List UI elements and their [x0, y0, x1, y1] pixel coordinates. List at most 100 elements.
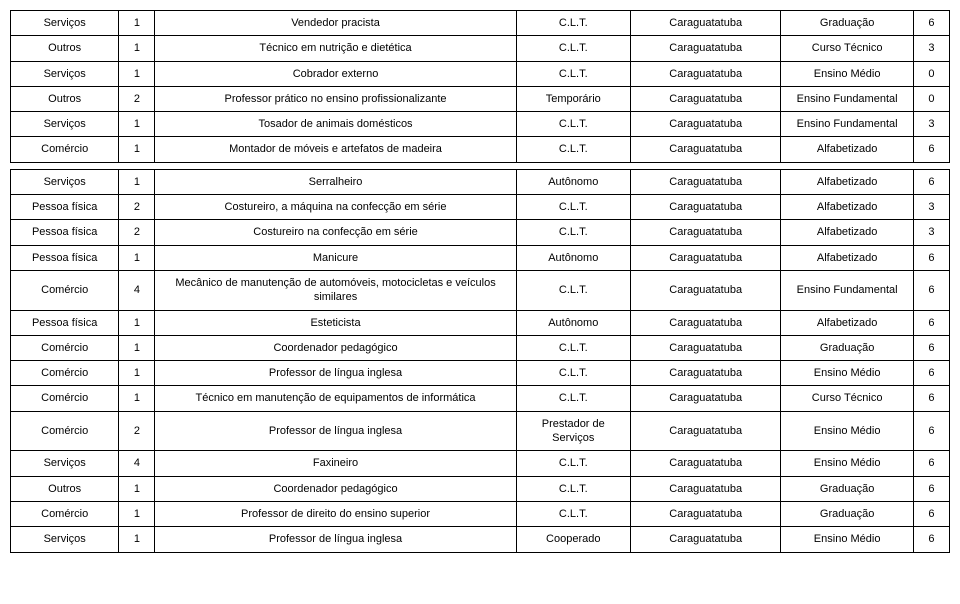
- table-cell: Pessoa física: [11, 195, 119, 220]
- table-row: Serviços1Tosador de animais domésticosC.…: [11, 112, 950, 137]
- table-cell: 3: [913, 36, 949, 61]
- table-cell: 1: [119, 169, 155, 194]
- table-cell: 1: [119, 335, 155, 360]
- table-cell: Ensino Médio: [781, 361, 913, 386]
- table-cell: Pessoa física: [11, 220, 119, 245]
- table-cell: 1: [119, 361, 155, 386]
- table-cell: Caraguatatuba: [630, 411, 780, 451]
- table-cell: 2: [119, 195, 155, 220]
- table-cell: 6: [913, 245, 949, 270]
- table-cell: Comércio: [11, 137, 119, 162]
- table-row: Outros2Professor prático no ensino profi…: [11, 86, 950, 111]
- table-cell: Coordenador pedagógico: [155, 476, 516, 501]
- table-cell: Professor prático no ensino profissional…: [155, 86, 516, 111]
- table-cell: Caraguatatuba: [630, 501, 780, 526]
- table-cell: Comércio: [11, 501, 119, 526]
- table-cell: Esteticista: [155, 310, 516, 335]
- table-cell: C.L.T.: [516, 36, 630, 61]
- table-cell: 1: [119, 527, 155, 552]
- table-cell: Alfabetizado: [781, 137, 913, 162]
- table-cell: C.L.T.: [516, 137, 630, 162]
- table-cell: 6: [913, 411, 949, 451]
- table-cell: Caraguatatuba: [630, 386, 780, 411]
- table-cell: Professor de língua inglesa: [155, 527, 516, 552]
- table-row: Pessoa física1ManicureAutônomoCaraguatat…: [11, 245, 950, 270]
- table-cell: 1: [119, 112, 155, 137]
- table-cell: Ensino Fundamental: [781, 270, 913, 310]
- table-cell: 2: [119, 411, 155, 451]
- table-cell: 1: [119, 310, 155, 335]
- table-cell: C.L.T.: [516, 220, 630, 245]
- table-cell: Manicure: [155, 245, 516, 270]
- table-cell: Alfabetizado: [781, 220, 913, 245]
- table-cell: Caraguatatuba: [630, 245, 780, 270]
- table-cell: Graduação: [781, 476, 913, 501]
- table-cell: 4: [119, 451, 155, 476]
- table-cell: Comércio: [11, 386, 119, 411]
- table-cell: Cobrador externo: [155, 61, 516, 86]
- table-cell: C.L.T.: [516, 501, 630, 526]
- table-cell: Curso Técnico: [781, 386, 913, 411]
- table-cell: 2: [119, 220, 155, 245]
- table-cell: Costureiro, a máquina na confecção em sé…: [155, 195, 516, 220]
- table-cell: Pessoa física: [11, 245, 119, 270]
- table-cell: Serralheiro: [155, 169, 516, 194]
- table-cell: 1: [119, 137, 155, 162]
- table-row: Outros1Coordenador pedagógicoC.L.T.Carag…: [11, 476, 950, 501]
- table-cell: 6: [913, 451, 949, 476]
- table-cell: Ensino Médio: [781, 451, 913, 476]
- table-cell: Caraguatatuba: [630, 61, 780, 86]
- table-cell: 1: [119, 11, 155, 36]
- table-cell: 1: [119, 61, 155, 86]
- table-cell: Caraguatatuba: [630, 137, 780, 162]
- table-cell: 1: [119, 245, 155, 270]
- table-cell: 1: [119, 501, 155, 526]
- table-cell: Graduação: [781, 11, 913, 36]
- table-cell: Caraguatatuba: [630, 11, 780, 36]
- table-cell: Autônomo: [516, 169, 630, 194]
- table-cell: Vendedor pracista: [155, 11, 516, 36]
- table-cell: Caraguatatuba: [630, 112, 780, 137]
- table-cell: 6: [913, 270, 949, 310]
- table-cell: Comércio: [11, 335, 119, 360]
- table-cell: 6: [913, 527, 949, 552]
- table-cell: Caraguatatuba: [630, 169, 780, 194]
- table-cell: 6: [913, 169, 949, 194]
- table-cell: Outros: [11, 86, 119, 111]
- table-cell: Faxineiro: [155, 451, 516, 476]
- table-cell: 6: [913, 310, 949, 335]
- table-cell: Caraguatatuba: [630, 195, 780, 220]
- table-cell: Professor de língua inglesa: [155, 361, 516, 386]
- table-cell: C.L.T.: [516, 335, 630, 360]
- table-cell: Caraguatatuba: [630, 310, 780, 335]
- table-body-top: Serviços1Vendedor pracistaC.L.T.Caraguat…: [11, 11, 950, 163]
- table-cell: Técnico em nutrição e dietética: [155, 36, 516, 61]
- table-cell: 1: [119, 386, 155, 411]
- table-cell: Serviços: [11, 61, 119, 86]
- table-cell: Comércio: [11, 270, 119, 310]
- table-cell: Autônomo: [516, 310, 630, 335]
- table-cell: Comércio: [11, 361, 119, 386]
- table-row: Comércio1Coordenador pedagógicoC.L.T.Car…: [11, 335, 950, 360]
- table-cell: 6: [913, 335, 949, 360]
- table-cell: Comércio: [11, 411, 119, 451]
- table-cell: Caraguatatuba: [630, 451, 780, 476]
- table-cell: Alfabetizado: [781, 245, 913, 270]
- table-cell: Ensino Médio: [781, 411, 913, 451]
- table-cell: C.L.T.: [516, 112, 630, 137]
- table-cell: 6: [913, 386, 949, 411]
- table-cell: Alfabetizado: [781, 169, 913, 194]
- table-cell: Prestador de Serviços: [516, 411, 630, 451]
- table-cell: Alfabetizado: [781, 195, 913, 220]
- jobs-table: Serviços1Vendedor pracistaC.L.T.Caraguat…: [10, 10, 950, 553]
- table-cell: Caraguatatuba: [630, 476, 780, 501]
- table-cell: Caraguatatuba: [630, 36, 780, 61]
- table-body-bottom: Serviços1SerralheiroAutônomoCaraguatatub…: [11, 169, 950, 552]
- table-cell: 2: [119, 86, 155, 111]
- table-row: Serviços1Cobrador externoC.L.T.Caraguata…: [11, 61, 950, 86]
- table-cell: C.L.T.: [516, 11, 630, 36]
- table-row: Outros1Técnico em nutrição e dietéticaC.…: [11, 36, 950, 61]
- table-cell: 3: [913, 195, 949, 220]
- table-row: Serviços4FaxineiroC.L.T.CaraguatatubaEns…: [11, 451, 950, 476]
- table-row: Comércio1Professor de direito do ensino …: [11, 501, 950, 526]
